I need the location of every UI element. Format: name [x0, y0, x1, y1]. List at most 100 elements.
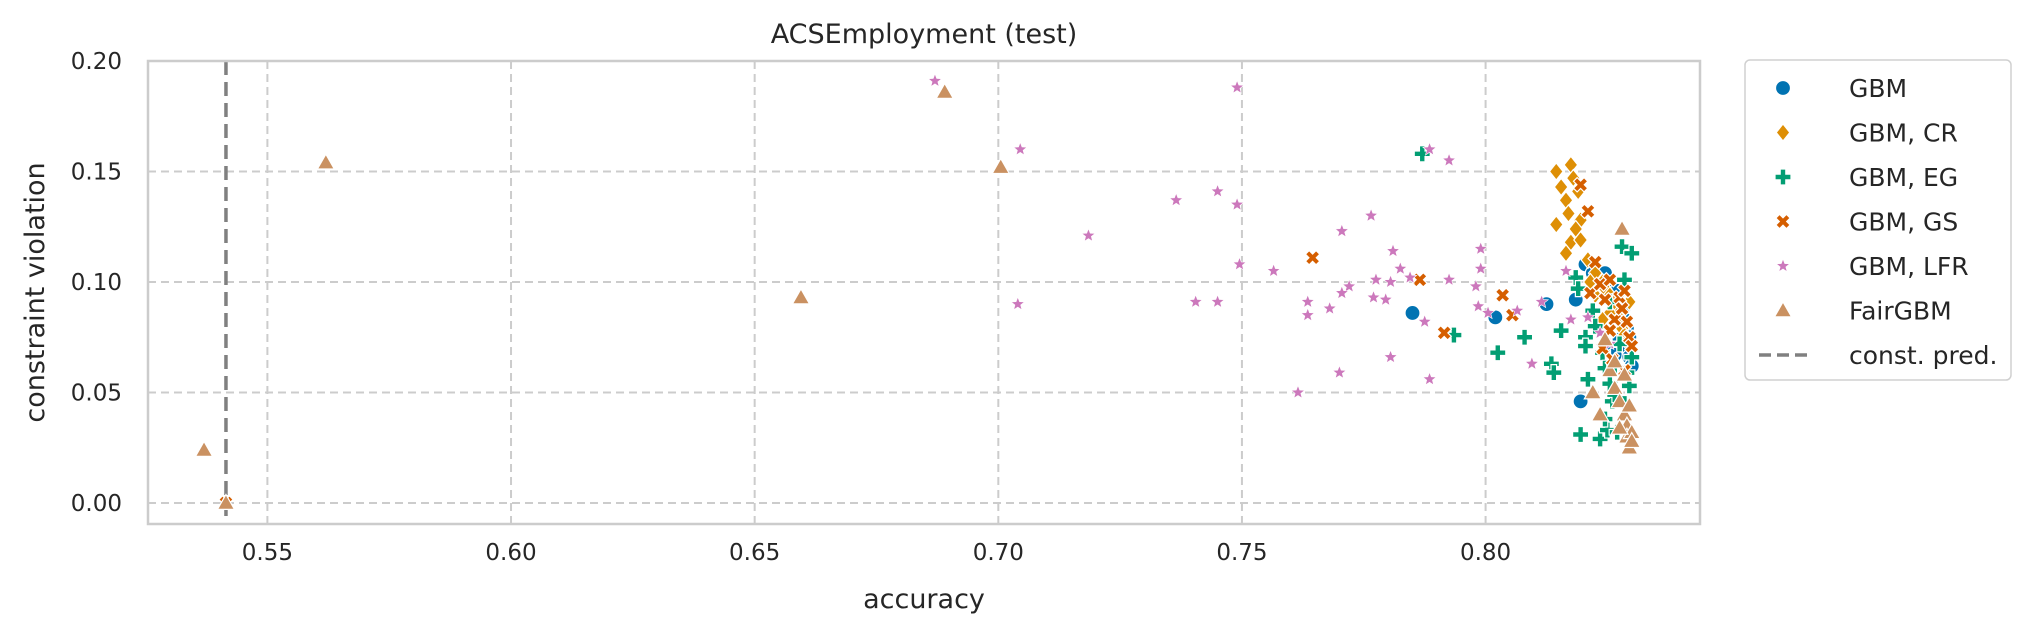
series-gbm-lfr [927, 73, 1618, 399]
data-point [1266, 263, 1282, 278]
data-point [1576, 337, 1595, 355]
data-point [927, 73, 943, 88]
data-point [1580, 309, 1596, 324]
data-point [1623, 338, 1640, 355]
x-axis-label: accuracy [863, 584, 985, 615]
data-point [216, 493, 236, 510]
data-point [1623, 244, 1641, 262]
y-axis-ticks: 0.00 0.05 0.10 0.15 0.20 [71, 49, 122, 517]
plot-frame [146, 59, 1702, 526]
data-point [1470, 298, 1486, 313]
data-point [1590, 404, 1610, 422]
data-point [316, 152, 336, 170]
data-point [1012, 141, 1028, 156]
legend-entry: GBM [1774, 74, 1907, 103]
data-point [1473, 241, 1489, 256]
data-point [1383, 349, 1399, 364]
data-point [1591, 430, 1609, 448]
legend-entry: GBM, LFR [1775, 252, 1969, 281]
x-tick-label: 0.55 [242, 540, 293, 566]
legend-label: GBM, LFR [1849, 252, 1969, 281]
data-point [1334, 223, 1350, 238]
legend-marker [1775, 123, 1791, 142]
data-point [1229, 79, 1245, 94]
data-point [1614, 365, 1635, 382]
legend-marker [1774, 79, 1792, 97]
legend-marker [1773, 300, 1793, 318]
data-point [1010, 296, 1026, 311]
data-point [1392, 260, 1408, 276]
data-point [791, 287, 811, 305]
data-point [1600, 360, 1620, 378]
data-point [1610, 391, 1630, 409]
data-point [1411, 271, 1428, 288]
data-point [1300, 294, 1316, 309]
data-point [1573, 230, 1589, 250]
legend-entry: const. pred. [1759, 341, 1997, 370]
data-point [1558, 263, 1574, 278]
data-point [1509, 302, 1525, 318]
data-point [1583, 382, 1603, 400]
data-point [1304, 249, 1321, 266]
data-point [1334, 285, 1350, 300]
x-tick-label: 0.75 [1216, 540, 1267, 566]
y-tick-label: 0.10 [71, 270, 122, 296]
data-point [1548, 162, 1564, 181]
data-point [1468, 278, 1484, 293]
y-tick-label: 0.05 [71, 381, 122, 407]
legend-entry: GBM, EG [1774, 163, 1958, 192]
data-point [1545, 364, 1563, 382]
data-point [1569, 280, 1587, 298]
x-tick-label: 0.60 [485, 540, 536, 566]
data-point [1210, 183, 1226, 198]
data-point [1383, 274, 1399, 289]
x-tick-label: 0.80 [1460, 540, 1511, 566]
legend-label: GBM, GS [1849, 208, 1958, 237]
data-point [1300, 307, 1316, 322]
legend-entry: GBM, GS [1775, 208, 1958, 237]
data-point [1534, 294, 1550, 309]
legend-entry: GBM, CR [1775, 119, 1958, 148]
y-tick-label: 0.15 [71, 160, 122, 186]
data-point [1623, 348, 1641, 366]
chart-title: ACSEmployment (test) [771, 19, 1078, 50]
legend-label: GBM, EG [1849, 163, 1958, 192]
series-gbm-eg [1413, 145, 1641, 448]
data-point [1413, 145, 1431, 163]
data-points [194, 73, 1642, 511]
data-point [1331, 364, 1347, 379]
legend-entry: FairGBM [1773, 297, 1952, 326]
data-point [1595, 329, 1615, 347]
data-point [1404, 304, 1421, 322]
data-point [1560, 204, 1577, 223]
data-point [1616, 282, 1633, 299]
y-tick-label: 0.20 [71, 49, 122, 75]
data-point [1232, 256, 1247, 271]
data-point [1473, 260, 1489, 276]
legend-marker [1774, 168, 1792, 186]
legend-label: GBM [1849, 74, 1907, 103]
data-point [1290, 384, 1306, 399]
data-point [1210, 294, 1226, 309]
data-point [1548, 215, 1564, 235]
data-point [1610, 418, 1630, 435]
legend-label: FairGBM [1849, 297, 1952, 326]
x-tick-label: 0.65 [729, 540, 780, 566]
data-point [1385, 243, 1401, 258]
data-point [1422, 141, 1438, 156]
data-point [1619, 396, 1639, 413]
data-point [1552, 322, 1570, 340]
data-point [1378, 291, 1394, 307]
legend-marker [1775, 258, 1791, 273]
y-axis-label: constraint violation [20, 162, 51, 422]
legend-box [1744, 59, 2012, 381]
data-point [1605, 378, 1625, 396]
data-point [1622, 431, 1642, 449]
data-point [1441, 152, 1457, 167]
data-point [1572, 425, 1590, 444]
data-point [1572, 176, 1589, 193]
data-point [1598, 421, 1617, 439]
data-point [1596, 291, 1613, 308]
